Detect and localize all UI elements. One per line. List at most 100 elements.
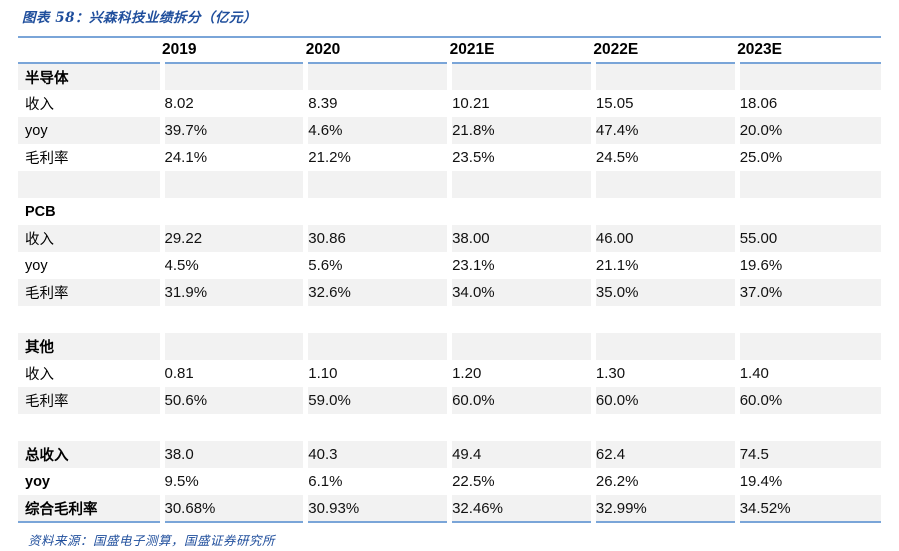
cell: [159, 306, 306, 333]
cell: 21.2%: [303, 144, 450, 171]
cell: [590, 63, 738, 90]
cell: 32.99%: [590, 495, 738, 522]
table-row: 收入 8.02 8.39 10.21 15.05 18.06: [18, 90, 881, 117]
cell: 24.1%: [159, 144, 306, 171]
table-row: yoy 4.5% 5.6% 23.1% 21.1% 19.6%: [18, 252, 881, 279]
cell: 35.0%: [590, 279, 738, 306]
cell: 40.3: [303, 441, 450, 468]
table-row: 毛利率 50.6% 59.0% 60.0% 60.0% 60.0%: [18, 387, 881, 414]
row-label: 半导体: [18, 63, 162, 90]
table-body: 半导体 收入 8.02 8.39 10.21 15.05 18.06 yoy 39.7% 4.6%…: [18, 63, 881, 522]
cell: 59.0%: [303, 387, 450, 414]
source-note: 资料来源：国盛电子测算，国盛证券研究所: [28, 533, 276, 548]
header-cell-2019: 2019: [162, 41, 197, 58]
cell: 31.9%: [159, 279, 306, 306]
row-label: 其他: [18, 333, 162, 360]
cell: [734, 333, 881, 360]
table-row: [18, 414, 881, 441]
cell: 23.1%: [447, 252, 594, 279]
cell: 8.39: [303, 90, 450, 117]
header-cell-2020: 2020: [305, 41, 341, 58]
cell: [590, 171, 738, 198]
cell: [303, 306, 450, 333]
cell: 1.10: [303, 360, 450, 387]
table-row: [18, 171, 881, 198]
cell: 1.40: [734, 360, 881, 387]
cell: 4.6%: [303, 117, 450, 144]
cell: 1.20: [447, 360, 594, 387]
cell: 55.00: [734, 225, 881, 252]
cell: 21.1%: [590, 252, 738, 279]
cell: 49.4: [447, 441, 594, 468]
header-cell-2023e: 2023E: [737, 41, 783, 58]
cell: 32.6%: [303, 279, 450, 306]
row-label: [18, 306, 162, 333]
cell: 37.0%: [734, 279, 881, 306]
cell: 62.4: [590, 441, 738, 468]
cell: 23.5%: [447, 144, 594, 171]
cell: [159, 198, 306, 225]
cell: [159, 414, 306, 441]
cell: [447, 171, 594, 198]
cell: [590, 198, 738, 225]
performance-table: 2019 2020 2021E 2022E 2023E 半导体 收入 8.02 8.3…: [18, 36, 881, 523]
cell: [734, 63, 881, 90]
header-row: 2019 2020 2021E 2022E 2023E: [18, 37, 881, 63]
cell: 74.5: [734, 441, 881, 468]
cell: 26.2%: [590, 468, 738, 495]
cell: 1.30: [590, 360, 738, 387]
cell: [734, 306, 881, 333]
cell: [303, 414, 450, 441]
cell: 20.0%: [734, 117, 881, 144]
cell: 32.46%: [447, 495, 594, 522]
cell: [159, 63, 306, 90]
cell: 22.5%: [447, 468, 594, 495]
cell: 9.5%: [159, 468, 306, 495]
cell: 18.06: [734, 90, 881, 117]
cell: 8.02: [159, 90, 306, 117]
cell: [303, 63, 450, 90]
cell: [590, 414, 738, 441]
cell: 19.4%: [734, 468, 881, 495]
table-row: 综合毛利率 30.68% 30.93% 32.46% 32.99% 34.52%: [18, 495, 881, 522]
cell: [734, 198, 881, 225]
cell: 30.68%: [159, 495, 306, 522]
cell: [159, 333, 306, 360]
cell: [447, 333, 594, 360]
cell: 60.0%: [447, 387, 594, 414]
table-row: 收入 0.81 1.10 1.20 1.30 1.40: [18, 360, 881, 387]
cell: 34.0%: [447, 279, 594, 306]
table-row: [18, 306, 881, 333]
table-row: 毛利率 24.1% 21.2% 23.5% 24.5% 25.0%: [18, 144, 881, 171]
figure-title: 图表 58：兴森科技业绩拆分（亿元）: [22, 10, 257, 26]
cell: 60.0%: [590, 387, 738, 414]
table-row: 其他: [18, 333, 881, 360]
cell: [734, 171, 881, 198]
cell: [303, 198, 450, 225]
row-label: 收入: [25, 367, 54, 383]
cell: [447, 198, 594, 225]
row-label: PCB: [25, 203, 56, 220]
cell: 25.0%: [734, 144, 881, 171]
row-label: 综合毛利率: [18, 495, 162, 522]
cell: 60.0%: [734, 387, 881, 414]
cell: [590, 306, 738, 333]
row-label: [18, 414, 162, 441]
cell: 39.7%: [159, 117, 306, 144]
cell: [159, 171, 306, 198]
row-label: 毛利率: [25, 151, 69, 167]
row-label: 收入: [18, 225, 162, 252]
cell: [303, 333, 450, 360]
table-row: PCB: [18, 198, 881, 225]
cell: [734, 414, 881, 441]
header-cell-label: [18, 37, 162, 63]
cell: 46.00: [590, 225, 738, 252]
cell: 5.6%: [303, 252, 450, 279]
row-label: yoy: [25, 257, 48, 274]
cell: 38.00: [447, 225, 594, 252]
cell: [590, 333, 738, 360]
table-row: yoy 39.7% 4.6% 21.8% 47.4% 20.0%: [18, 117, 881, 144]
cell: 0.81: [159, 360, 306, 387]
cell: 6.1%: [303, 468, 450, 495]
cell: 29.22: [159, 225, 306, 252]
